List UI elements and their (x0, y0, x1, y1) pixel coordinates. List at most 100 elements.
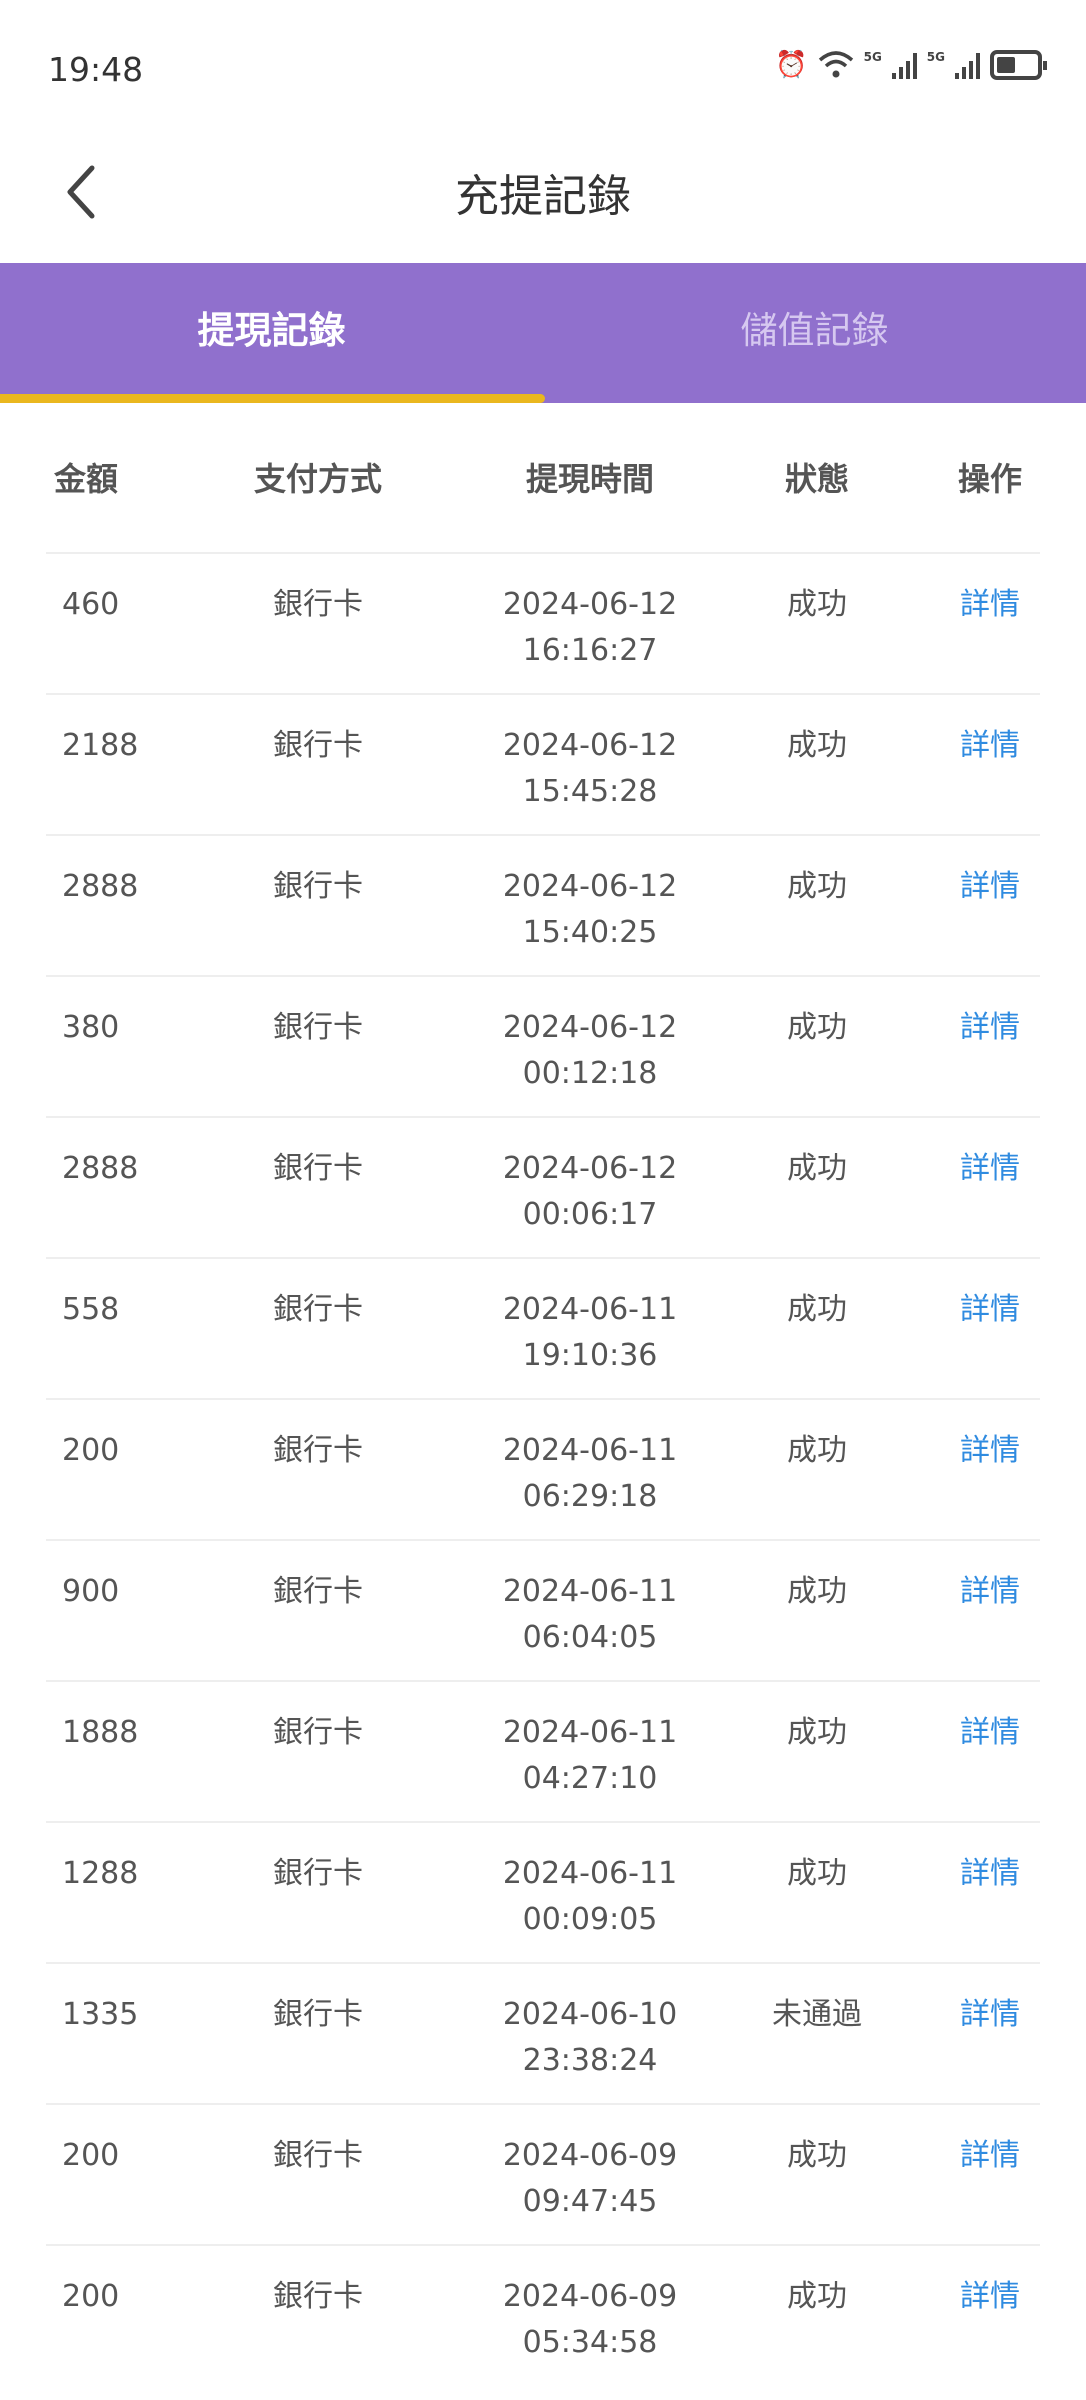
amount-cell: 1335 (62, 1997, 139, 2032)
clock-text: 06:29:18 (522, 1479, 658, 1514)
date-text: 2024-06-10 (502, 1997, 678, 2032)
method-cell: 銀行卡 (273, 1574, 363, 1609)
date-text: 2024-06-11 (502, 1715, 678, 1750)
clock-text: 04:27:10 (522, 1761, 658, 1796)
amount-cell: 2888 (62, 869, 139, 904)
amount-cell: 200 (62, 2138, 120, 2173)
records-table: 460 銀行卡 2024-06-12 16:16:27 成功 詳情 2188 銀行… (0, 552, 1040, 2385)
clock-text: 00:06:17 (522, 1197, 658, 1232)
status-cell: 成功 (787, 1151, 847, 1186)
details-link[interactable]: 詳情 (960, 2279, 1020, 2314)
method-cell: 銀行卡 (273, 1856, 363, 1891)
table-row: 460 銀行卡 2024-06-12 16:16:27 成功 詳情 (46, 552, 1040, 693)
clock-text: 15:40:25 (522, 915, 658, 950)
table-row: 900 銀行卡 2024-06-11 06:04:05 成功 詳情 (46, 1539, 1040, 1680)
date-text: 2024-06-12 (502, 1151, 678, 1186)
table-row: 200 銀行卡 2024-06-09 05:34:58 成功 詳情 (46, 2244, 1040, 2385)
details-link[interactable]: 詳情 (960, 1010, 1020, 1045)
amount-cell: 200 (62, 2279, 120, 2314)
method-cell: 銀行卡 (273, 1997, 363, 2032)
method-cell: 銀行卡 (273, 2138, 363, 2173)
details-link[interactable]: 詳情 (960, 587, 1020, 622)
time-cell: 2024-06-12 00:06:17 (460, 1146, 720, 1238)
tab-withdrawal-records[interactable]: 提現記錄 (197, 309, 346, 352)
battery-icon (990, 50, 1047, 80)
method-cell: 銀行卡 (273, 869, 363, 904)
app-header: 充提記錄 (0, 130, 1086, 263)
status-time: 19:48 (48, 50, 144, 89)
details-link[interactable]: 詳情 (960, 1715, 1020, 1750)
clock-text: 16:16:27 (522, 633, 658, 668)
amount-cell: 1888 (62, 1715, 139, 1750)
header-status: 狀態 (784, 460, 849, 498)
time-cell: 2024-06-09 09:47:45 (460, 2133, 720, 2225)
details-link[interactable]: 詳情 (960, 1433, 1020, 1468)
tab-bar: 提現記錄 儲值記錄 (0, 263, 1086, 403)
details-link[interactable]: 詳情 (960, 1151, 1020, 1186)
date-text: 2024-06-12 (502, 1010, 678, 1045)
time-cell: 2024-06-10 23:38:24 (460, 1992, 720, 2084)
status-cell: 未通過 (772, 1997, 862, 2032)
clock-text: 15:45:28 (522, 774, 658, 809)
header-time: 提現時間 (525, 460, 654, 498)
date-text: 2024-06-11 (502, 1856, 678, 1891)
table-row: 558 銀行卡 2024-06-11 19:10:36 成功 詳情 (46, 1257, 1040, 1398)
date-text: 2024-06-12 (502, 869, 678, 904)
table-row: 1888 銀行卡 2024-06-11 04:27:10 成功 詳情 (46, 1680, 1040, 1821)
amount-cell: 460 (62, 587, 120, 622)
table-row: 2888 銀行卡 2024-06-12 00:06:17 成功 詳情 (46, 1116, 1040, 1257)
status-cell: 成功 (787, 1292, 847, 1327)
amount-cell: 2888 (62, 1151, 139, 1186)
time-cell: 2024-06-12 00:12:18 (460, 1005, 720, 1097)
alarm-icon: ⏰ (775, 50, 808, 80)
table-row: 2888 銀行卡 2024-06-12 15:40:25 成功 詳情 (46, 834, 1040, 975)
date-text: 2024-06-09 (502, 2279, 678, 2314)
clock-text: 05:34:58 (522, 2325, 658, 2360)
status-cell: 成功 (787, 869, 847, 904)
signal-icon-2 (955, 51, 980, 79)
amount-cell: 200 (62, 1433, 120, 1468)
method-cell: 銀行卡 (273, 1010, 363, 1045)
header-action: 操作 (957, 460, 1022, 498)
method-cell: 銀行卡 (273, 1292, 363, 1327)
date-text: 2024-06-11 (502, 1574, 678, 1609)
time-cell: 2024-06-11 06:04:05 (460, 1569, 720, 1661)
time-cell: 2024-06-11 04:27:10 (460, 1710, 720, 1802)
back-arrow-icon[interactable] (60, 162, 120, 222)
time-cell: 2024-06-12 15:45:28 (460, 723, 720, 815)
date-text: 2024-06-11 (502, 1433, 678, 1468)
network-label-2: 5G (926, 50, 945, 64)
clock-text: 09:47:45 (522, 2184, 658, 2219)
status-bar: 19:48 ⏰ 5G 5G (0, 0, 1086, 130)
date-text: 2024-06-12 (502, 587, 678, 622)
details-link[interactable]: 詳情 (960, 1292, 1020, 1327)
tab-deposit-records[interactable]: 儲值記錄 (740, 309, 889, 352)
details-link[interactable]: 詳情 (960, 728, 1020, 763)
status-cell: 成功 (787, 587, 847, 622)
amount-cell: 900 (62, 1574, 120, 1609)
active-tab-indicator (0, 394, 545, 403)
method-cell: 銀行卡 (273, 587, 363, 622)
status-cell: 成功 (787, 728, 847, 763)
details-link[interactable]: 詳情 (960, 869, 1020, 904)
status-cell: 成功 (787, 1433, 847, 1468)
wifi-icon (818, 51, 853, 78)
method-cell: 銀行卡 (273, 1715, 363, 1750)
amount-cell: 558 (62, 1292, 120, 1327)
table-header: 金額 支付方式 提現時間 狀態 操作 (46, 420, 1040, 552)
status-icons: ⏰ 5G 5G (775, 50, 1047, 80)
amount-cell: 380 (62, 1010, 120, 1045)
time-cell: 2024-06-11 06:29:18 (460, 1428, 720, 1520)
signal-icon (891, 51, 917, 79)
time-cell: 2024-06-09 05:34:58 (460, 2274, 720, 2366)
details-link[interactable]: 詳情 (960, 2138, 1020, 2173)
date-text: 2024-06-12 (502, 728, 678, 763)
date-text: 2024-06-11 (502, 1292, 678, 1327)
table-row: 200 銀行卡 2024-06-09 09:47:45 成功 詳情 (46, 2103, 1040, 2244)
details-link[interactable]: 詳情 (960, 1997, 1020, 2032)
details-link[interactable]: 詳情 (960, 1856, 1020, 1891)
header-amount: 金額 (54, 460, 119, 498)
method-cell: 銀行卡 (273, 1151, 363, 1186)
details-link[interactable]: 詳情 (960, 1574, 1020, 1609)
amount-cell: 2188 (62, 728, 139, 763)
